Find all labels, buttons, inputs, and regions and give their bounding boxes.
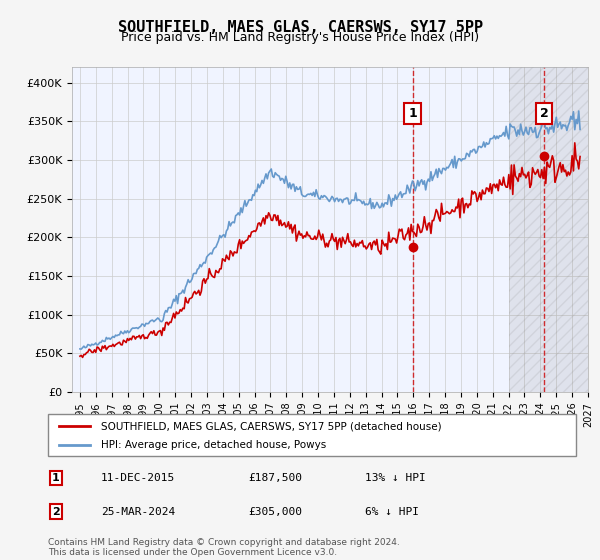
- Text: 1: 1: [52, 473, 60, 483]
- Text: 1: 1: [408, 107, 417, 120]
- Text: 2: 2: [539, 107, 548, 120]
- FancyBboxPatch shape: [48, 414, 576, 456]
- Text: SOUTHFIELD, MAES GLAS, CAERSWS, SY17 5PP (detached house): SOUTHFIELD, MAES GLAS, CAERSWS, SY17 5PP…: [101, 421, 442, 431]
- Text: Contains HM Land Registry data © Crown copyright and database right 2024.
This d: Contains HM Land Registry data © Crown c…: [48, 538, 400, 557]
- Text: 2: 2: [52, 507, 60, 516]
- Text: £305,000: £305,000: [248, 507, 302, 516]
- Text: SOUTHFIELD, MAES GLAS, CAERSWS, SY17 5PP: SOUTHFIELD, MAES GLAS, CAERSWS, SY17 5PP: [118, 20, 482, 35]
- Text: 25-MAR-2024: 25-MAR-2024: [101, 507, 175, 516]
- Bar: [509, 67, 588, 392]
- Text: HPI: Average price, detached house, Powys: HPI: Average price, detached house, Powy…: [101, 440, 326, 450]
- Text: £187,500: £187,500: [248, 473, 302, 483]
- Text: 11-DEC-2015: 11-DEC-2015: [101, 473, 175, 483]
- Text: 13% ↓ HPI: 13% ↓ HPI: [365, 473, 425, 483]
- Text: Price paid vs. HM Land Registry's House Price Index (HPI): Price paid vs. HM Land Registry's House …: [121, 31, 479, 44]
- Text: 6% ↓ HPI: 6% ↓ HPI: [365, 507, 419, 516]
